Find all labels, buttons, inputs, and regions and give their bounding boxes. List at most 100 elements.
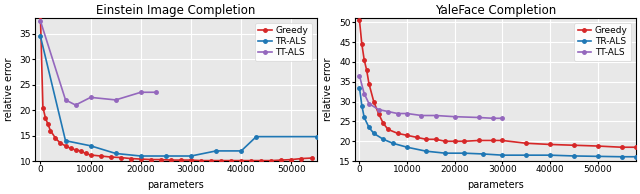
Greedy — [632, 146, 639, 148]
Greedy — [57, 142, 65, 144]
Line: TT-ALS: TT-ALS — [358, 74, 504, 120]
Greedy — [570, 144, 578, 146]
TR-ALS — [313, 135, 321, 138]
Greedy — [117, 156, 125, 159]
Greedy — [72, 149, 79, 151]
Greedy — [422, 138, 430, 140]
Greedy — [77, 150, 84, 152]
TT-ALS — [137, 91, 145, 94]
Greedy — [157, 158, 164, 161]
Greedy — [36, 15, 44, 17]
Greedy — [365, 83, 373, 85]
Greedy — [47, 129, 54, 132]
TR-ALS — [442, 152, 449, 154]
Greedy — [218, 159, 225, 162]
Line: TR-ALS: TR-ALS — [38, 35, 318, 158]
TR-ALS — [237, 150, 245, 152]
TT-ALS — [365, 102, 373, 105]
TR-ALS — [522, 154, 530, 156]
Greedy — [374, 112, 382, 115]
TT-ALS — [475, 116, 483, 119]
Greedy — [403, 134, 411, 137]
Line: TR-ALS: TR-ALS — [358, 86, 637, 158]
TR-ALS — [422, 150, 430, 152]
Greedy — [618, 146, 625, 148]
TT-ALS — [489, 117, 497, 120]
TR-ALS — [546, 154, 554, 156]
Greedy — [67, 147, 74, 150]
Greedy — [358, 43, 365, 45]
Greedy — [197, 159, 205, 162]
Greedy — [137, 158, 145, 160]
TR-ALS — [403, 146, 411, 148]
Greedy — [227, 159, 235, 162]
Greedy — [268, 159, 275, 162]
Greedy — [460, 140, 468, 142]
TR-ALS — [360, 116, 368, 119]
Y-axis label: relative error: relative error — [323, 58, 333, 121]
Greedy — [107, 156, 115, 158]
Greedy — [248, 159, 255, 162]
TR-ALS — [460, 152, 468, 154]
Legend: Greedy, TR-ALS, TT-ALS: Greedy, TR-ALS, TT-ALS — [255, 23, 312, 61]
Greedy — [61, 145, 69, 147]
TT-ALS — [432, 114, 440, 117]
TR-ALS — [632, 156, 639, 158]
Greedy — [167, 159, 175, 161]
Line: TT-ALS: TT-ALS — [38, 19, 157, 107]
Greedy — [39, 106, 47, 109]
TT-ALS — [36, 20, 44, 22]
TR-ALS — [499, 154, 506, 156]
Line: Greedy: Greedy — [38, 14, 313, 162]
Greedy — [451, 140, 459, 142]
TT-ALS — [403, 112, 411, 115]
TR-ALS — [137, 155, 145, 157]
TT-ALS — [152, 91, 160, 94]
TR-ALS — [570, 155, 578, 157]
TR-ALS — [162, 155, 170, 157]
Greedy — [237, 159, 245, 162]
Greedy — [177, 159, 185, 161]
Greedy — [380, 122, 387, 125]
Greedy — [360, 59, 368, 61]
TR-ALS — [61, 139, 69, 142]
TR-ALS — [365, 126, 373, 129]
TT-ALS — [72, 104, 79, 106]
Greedy — [475, 139, 483, 142]
Y-axis label: relative error: relative error — [4, 58, 14, 121]
Greedy — [594, 145, 602, 147]
Greedy — [370, 100, 378, 103]
TT-ALS — [384, 110, 392, 113]
TT-ALS — [356, 75, 364, 77]
Greedy — [356, 19, 364, 22]
Greedy — [432, 138, 440, 140]
TR-ALS — [594, 155, 602, 158]
TR-ALS — [389, 142, 397, 144]
Legend: Greedy, TR-ALS, TT-ALS: Greedy, TR-ALS, TT-ALS — [574, 23, 631, 61]
TR-ALS — [252, 135, 260, 138]
TT-ALS — [87, 96, 95, 99]
TT-ALS — [451, 116, 459, 118]
Greedy — [308, 157, 316, 159]
TT-ALS — [360, 93, 368, 95]
TT-ALS — [61, 99, 69, 101]
TT-ALS — [112, 99, 120, 101]
Greedy — [522, 142, 530, 144]
Greedy — [489, 139, 497, 142]
Greedy — [287, 158, 295, 161]
TR-ALS — [112, 152, 120, 155]
Greedy — [42, 117, 49, 119]
TT-ALS — [394, 112, 401, 115]
Greedy — [187, 159, 195, 161]
Greedy — [52, 137, 60, 139]
TR-ALS — [380, 138, 387, 140]
Line: Greedy: Greedy — [358, 19, 637, 149]
Greedy — [44, 123, 52, 126]
TR-ALS — [618, 156, 625, 158]
TR-ALS — [370, 132, 378, 134]
TR-ALS — [87, 145, 95, 147]
Greedy — [127, 157, 134, 160]
Greedy — [87, 154, 95, 156]
Greedy — [257, 159, 265, 162]
Greedy — [278, 159, 285, 161]
